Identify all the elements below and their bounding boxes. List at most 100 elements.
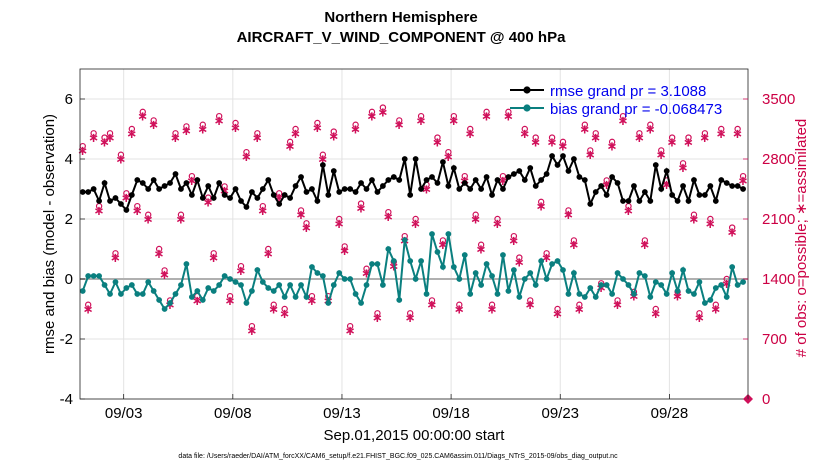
obs-possible-point xyxy=(248,322,256,330)
rmse-point xyxy=(232,186,239,192)
obs-assimilated-point: ∗ xyxy=(699,131,710,146)
obs-possible-point xyxy=(510,232,518,240)
bias-point xyxy=(145,279,152,285)
bias-point xyxy=(674,288,681,294)
obs-possible-point xyxy=(728,224,736,231)
obs-possible-point xyxy=(139,108,146,116)
bias-point xyxy=(221,273,228,279)
rmse-point xyxy=(96,198,103,204)
obs-assimilated-point: ∗ xyxy=(285,140,296,155)
rmse-point xyxy=(576,174,583,180)
rmse-point xyxy=(614,180,621,186)
obs-possible-point xyxy=(117,151,125,158)
obs-assimilated-point: ∗ xyxy=(214,114,225,129)
rmse-point xyxy=(210,195,217,201)
rmse-point xyxy=(669,192,676,198)
x-tick-label: 09/08 xyxy=(214,405,252,422)
rmse-point xyxy=(652,162,659,168)
obs-assimilated-point: ∗ xyxy=(77,144,88,159)
bias-point xyxy=(183,261,190,267)
obs-assimilated-point: ∗ xyxy=(328,129,339,144)
obs-assimilated-point: ∗ xyxy=(377,105,388,120)
bias-point xyxy=(390,258,397,264)
right-tick-label: 2800 xyxy=(762,151,795,168)
obs-possible-point xyxy=(652,305,659,313)
obs-assimilated-point: ∗ xyxy=(197,123,208,138)
left-tick-label: 2 xyxy=(65,211,73,228)
rmse-point xyxy=(581,177,588,183)
rmse-point xyxy=(680,183,686,189)
obs-assimilated-point: ∗ xyxy=(503,110,514,125)
obs-possible-point xyxy=(685,134,692,141)
bias-point xyxy=(85,273,92,279)
obs-assimilated-point: ∗ xyxy=(470,213,481,228)
obs-possible-point xyxy=(84,301,92,308)
right-tick-label: 3500 xyxy=(762,91,795,108)
rmse-point xyxy=(238,198,244,204)
rmse-point xyxy=(390,174,397,180)
obs-possible-point xyxy=(707,215,714,223)
rmse-point xyxy=(729,183,736,189)
obs-assimilated-point: ∗ xyxy=(601,178,612,193)
bias-point xyxy=(696,279,703,285)
bias-point xyxy=(587,285,594,291)
obs-assimilated-point: ∗ xyxy=(99,135,110,150)
obs-possible-point xyxy=(718,125,725,133)
obs-assimilated-point: ∗ xyxy=(268,303,279,318)
rmse-series xyxy=(79,153,746,213)
obs-assimilated-point: ∗ xyxy=(552,307,563,322)
obs-assimilated-point: ∗ xyxy=(110,251,121,266)
obs-assimilated-point: ∗ xyxy=(623,204,634,219)
rmse-point xyxy=(445,183,452,189)
obs-assimilated-point: ∗ xyxy=(590,131,601,146)
rmse-point xyxy=(423,177,430,183)
rmse-point xyxy=(685,198,692,204)
bias-point xyxy=(107,291,113,297)
legend: rmse grand pr = 3.1088 bias grand pr = -… xyxy=(510,83,722,118)
obs-assimilated-point: ∗ xyxy=(650,307,661,322)
bias-point xyxy=(96,273,103,279)
left-tick-label: 6 xyxy=(65,91,73,108)
obs-possible-point xyxy=(450,112,458,120)
obs-possible-point xyxy=(505,108,512,116)
plot-area xyxy=(80,69,748,399)
rmse-point xyxy=(90,186,97,192)
rmse-point xyxy=(385,177,392,183)
bias-point xyxy=(500,252,506,258)
obs-assimilated-point: ∗ xyxy=(710,303,721,318)
obs-possible-point xyxy=(259,202,267,210)
bias-point xyxy=(352,291,359,297)
obs-assimilated-point: ∗ xyxy=(443,150,454,165)
obs-assimilated-point: ∗ xyxy=(121,191,132,206)
obs-assimilated-point: ∗ xyxy=(301,221,312,236)
bias-point xyxy=(238,282,244,288)
bias-series xyxy=(79,231,746,312)
obs-possible-point xyxy=(341,243,348,250)
obs-assimilated-point: ∗ xyxy=(716,127,727,142)
obs-assimilated-point: ∗ xyxy=(356,201,367,216)
bias-point xyxy=(440,264,446,270)
bias-point xyxy=(658,282,665,288)
bias-point xyxy=(467,291,474,297)
obs-possible-point xyxy=(406,310,414,317)
bias-point xyxy=(483,261,490,267)
obs-possible-point xyxy=(668,134,676,141)
obs-assimilated-point: ∗ xyxy=(634,131,645,146)
rmse-point xyxy=(161,183,168,189)
obs-assimilated-point: ∗ xyxy=(361,267,372,282)
rmse-point xyxy=(527,165,534,171)
obs-assimilated-point: ∗ xyxy=(236,264,247,279)
obs-possible-point xyxy=(679,160,687,167)
bias-point xyxy=(598,282,605,288)
obs-assimilated-point: ∗ xyxy=(279,307,290,322)
obs-possible-point xyxy=(308,292,316,300)
bias-point xyxy=(336,270,343,276)
obs-assimilated-point: ∗ xyxy=(541,251,552,266)
obs-assimilated-point: ∗ xyxy=(618,114,629,129)
obs-possible-point xyxy=(374,310,381,317)
obs-assimilated-point: ∗ xyxy=(689,213,700,228)
rmse-point xyxy=(500,186,506,192)
obs-possible-point xyxy=(417,112,425,120)
bias-point xyxy=(112,279,119,285)
obs-possible-point xyxy=(587,147,594,154)
